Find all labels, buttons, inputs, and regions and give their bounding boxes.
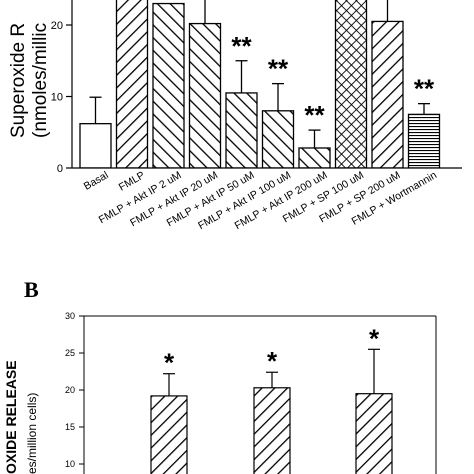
panel-b: B OXIDE RELEASE es/million cells) 10 15 20… — [3, 277, 437, 474]
panel-a-significance-marker: ** — [268, 54, 289, 84]
panel-b-label: B — [24, 277, 39, 302]
panel-a-significance-marker: ** — [304, 100, 325, 130]
panel-a-bar — [115, 0, 149, 168]
panel-a-bar — [407, 113, 441, 168]
panel-b-y-label: OXIDE RELEASE — [3, 360, 19, 474]
panel-b-bar — [253, 387, 291, 474]
panel-a-y-tick-label: 0 — [57, 163, 63, 175]
panel-a-y-tick-label: 20 — [51, 20, 63, 32]
panel-b-y-tick-label: 25 — [65, 348, 75, 358]
panel-b-bar — [355, 393, 393, 474]
panel-a-significance-marker: ** — [414, 74, 435, 104]
panel-a-bar — [152, 2, 185, 168]
panel-b-y-tick-label: 20 — [65, 385, 75, 395]
panel-b-y-tick-label: 30 — [65, 311, 75, 321]
panel-a-y-label-units: (nmoles/millic — [30, 23, 51, 138]
panel-a-bar — [261, 110, 295, 168]
panel-b-significance-marker: * — [369, 323, 380, 353]
panel-b-y-label-units: es/million cells) — [25, 393, 39, 474]
panel-a-bar — [298, 147, 331, 168]
panel-a-category-label: Basal — [82, 169, 111, 193]
panel-a-y-label: Superoxide R — [8, 23, 29, 138]
panel-a-bar — [225, 92, 258, 168]
panel-b-y-tick-label: 10 — [65, 459, 75, 469]
panel-b-y-tick-label: 15 — [65, 422, 75, 432]
panel-a-bar — [334, 0, 368, 168]
panel-a-significance-marker: ** — [231, 31, 252, 61]
panel-b-significance-marker: * — [164, 348, 175, 378]
panel-a: Superoxide R (nmoles/millic 0 10 20 ** ** **… — [8, 0, 462, 232]
panel-a-bar — [188, 22, 222, 168]
panel-a-bar — [371, 20, 404, 168]
panel-b-significance-marker: * — [267, 346, 278, 376]
panel-a-bar — [79, 123, 112, 168]
panel-b-bar — [150, 395, 188, 474]
panel-a-y-tick-label: 10 — [51, 92, 63, 104]
